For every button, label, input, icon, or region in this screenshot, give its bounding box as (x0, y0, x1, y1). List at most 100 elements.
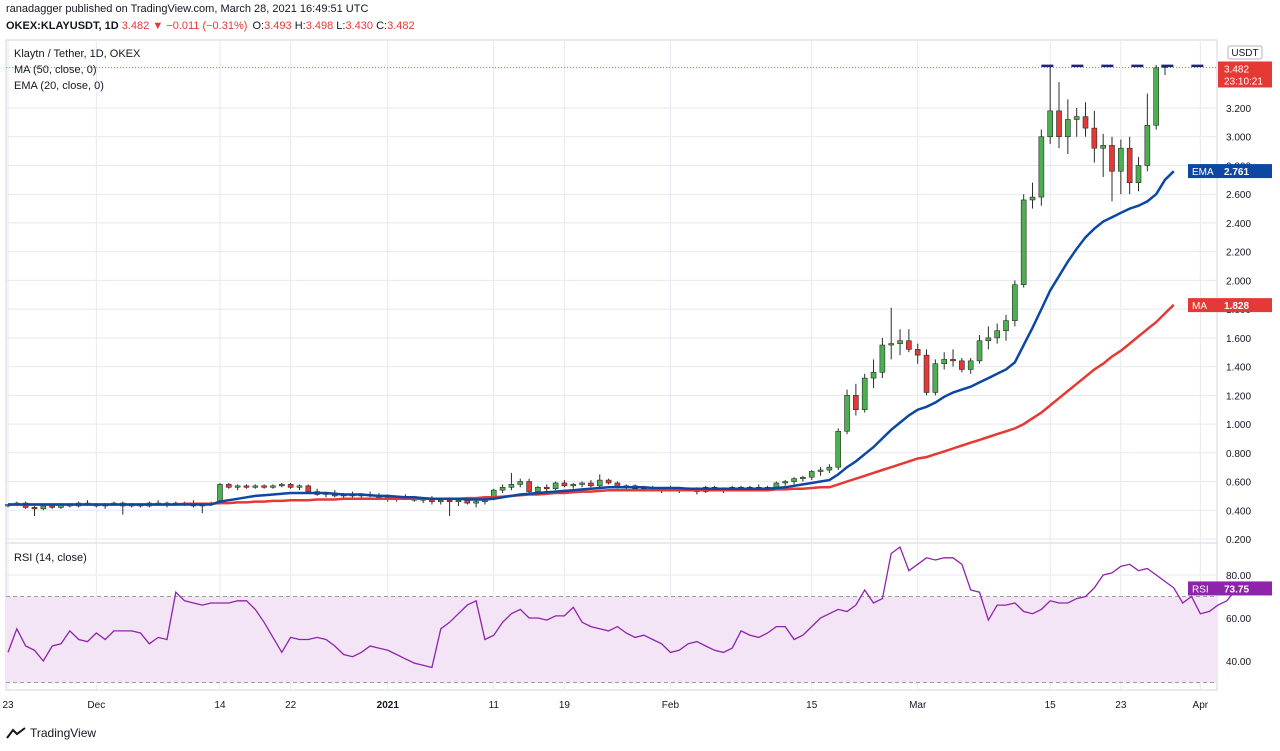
candle-body (40, 505, 47, 510)
candle-body (252, 485, 259, 488)
time-tick-label: Apr (1193, 700, 1209, 711)
price-tick-label: 2.400 (1226, 219, 1251, 230)
time-tick-label: 11 (489, 700, 500, 711)
candle-body (1020, 199, 1027, 286)
rsi-line (7, 545, 1245, 669)
candle-body (517, 481, 524, 485)
close-label: C: (376, 20, 388, 32)
price-tick-label: 3.200 (1226, 104, 1251, 115)
ma-legend[interactable]: MA (50, close, 0) (14, 64, 97, 76)
candle-body (817, 469, 824, 472)
price-pane-frame (5, 39, 1218, 544)
open-value: 3.493 (264, 20, 292, 32)
candle-body (561, 482, 568, 487)
time-tick-label: Mar (909, 700, 927, 711)
candle-body (605, 479, 612, 484)
candle-body (967, 360, 974, 370)
candle-body (473, 501, 479, 504)
rsi-band (6, 596, 1217, 683)
candle-body (994, 330, 1000, 339)
candle-body (861, 377, 868, 410)
candle-body (1091, 127, 1098, 149)
candle-body (270, 485, 276, 488)
candle-body (526, 481, 532, 492)
ema-tag-value: 2.761 (1224, 167, 1249, 178)
candle-body (1012, 284, 1018, 321)
currency-label: USDT (1231, 48, 1258, 59)
candle-body (1029, 196, 1036, 201)
candle-body (455, 499, 462, 502)
price-tick-label: 1.400 (1226, 363, 1251, 374)
candle-body (543, 486, 550, 490)
candle-body (226, 484, 232, 488)
candle-body (976, 340, 983, 362)
price-change: −0.011 (−0.31%) (166, 20, 248, 32)
candle-body (897, 340, 903, 344)
price-grid (6, 107, 1217, 540)
candle-body (932, 363, 939, 393)
time-tick-label: 2021 (377, 700, 400, 711)
rsi-tick-label: 40.00 (1226, 657, 1251, 668)
candle-body (870, 372, 877, 379)
candle-body (305, 485, 312, 492)
high-label: H: (294, 20, 306, 32)
candle-body (243, 485, 250, 488)
countdown-label: 23:10:21 (1224, 76, 1263, 87)
tradingview-logo[interactable]: TradingView (6, 726, 96, 740)
candle-body (791, 478, 797, 482)
current-price-label: 3.482 (1224, 64, 1249, 75)
candle-body (1047, 110, 1053, 138)
rsi-tag-label: RSI (1192, 584, 1209, 595)
candle-body (800, 476, 806, 479)
price-tick-label: 0.600 (1226, 478, 1251, 489)
candle-body (1056, 110, 1062, 138)
candle-body (782, 481, 789, 484)
ema-tag-label: EMA (1192, 167, 1214, 178)
candle-body (49, 505, 55, 508)
candle-body (826, 466, 833, 471)
candle-body (1100, 145, 1106, 149)
candle-body (588, 482, 594, 487)
rsi-tick-label: 80.00 (1226, 571, 1251, 582)
rsi-axis[interactable]: 40.00 60.00 80.00 (1226, 571, 1251, 668)
candle-body (596, 479, 603, 487)
time-axis[interactable]: 23 Dec 14 22 2021 11 19 Feb 15 Mar 15 23 Apr (2, 700, 1208, 711)
brand-label: TradingView (30, 726, 97, 740)
rsi-legend[interactable]: RSI (14, close) (14, 552, 87, 564)
candle-body (941, 359, 947, 365)
ema-legend[interactable]: EMA (20, close, 0) (14, 80, 104, 92)
candle-body (1073, 116, 1080, 120)
current-price-tag: 3.482 23:10:21 (1218, 61, 1272, 88)
candle-body (1135, 165, 1142, 184)
price-tick-label: 2.600 (1226, 190, 1251, 201)
ma-tag-value: 1.828 (1224, 301, 1249, 312)
candle-body (1118, 147, 1124, 172)
low-label: L: (336, 20, 346, 32)
rsi-tag-value: 73.75 (1224, 584, 1249, 595)
candle-body (1153, 67, 1159, 126)
candle-body (835, 430, 842, 468)
time-tick-label: Feb (662, 700, 680, 711)
time-tick-label: 14 (214, 700, 226, 711)
candle-body (579, 482, 585, 485)
candle-body (296, 485, 303, 488)
candle-body (853, 395, 859, 411)
currency-tag[interactable]: USDT (1227, 45, 1263, 60)
candle-body (552, 482, 559, 490)
high-value: 3.498 (305, 20, 334, 32)
price-tick-label: 0.200 (1226, 535, 1251, 546)
ema-line (8, 170, 1175, 506)
candle-body (879, 344, 886, 373)
candle-body (950, 359, 956, 362)
candle-body (234, 485, 241, 488)
candle-body (906, 340, 912, 350)
price-tick-label: 1.200 (1226, 391, 1251, 402)
price-tick-label: 1.000 (1226, 420, 1251, 431)
open-label: O: (252, 20, 265, 32)
symbol-label: OKEX:KLAYUSDT, 1D (6, 20, 119, 32)
candle-body (570, 484, 577, 487)
candle-body (499, 486, 506, 491)
candle-body (808, 471, 815, 478)
close-value: 3.482 (387, 20, 415, 32)
